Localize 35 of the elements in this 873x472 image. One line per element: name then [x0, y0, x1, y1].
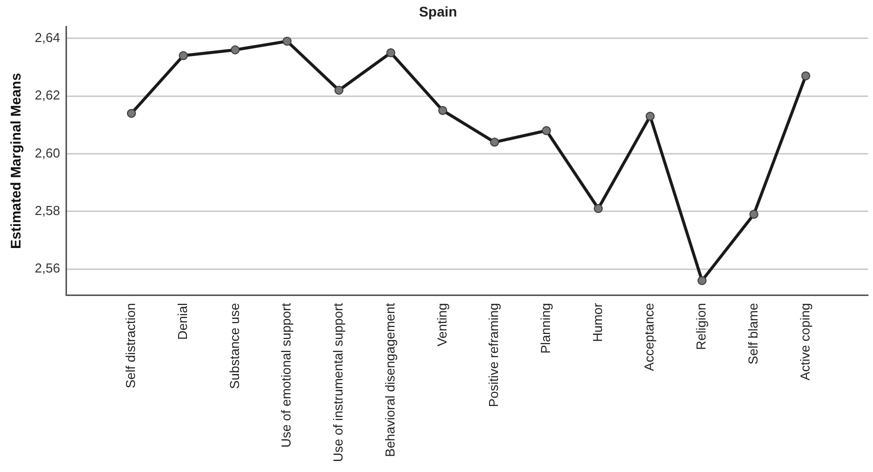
y-tick-label: 2,56	[34, 260, 60, 276]
x-tick-label: Self blame	[745, 303, 760, 364]
point	[490, 138, 500, 147]
point	[542, 126, 551, 136]
x-tick-label: Planning	[538, 303, 553, 354]
x-tick-label: Religion	[694, 303, 709, 350]
point	[282, 36, 292, 46]
x-tick-label: Venting	[434, 303, 450, 346]
x-tick-label: Behavioral disengagement	[382, 302, 398, 457]
y-tick-label: 2,60	[34, 145, 60, 160]
point	[646, 112, 655, 121]
point	[178, 51, 188, 60]
x-tick-label: Use of emotional support	[278, 302, 294, 448]
point	[438, 106, 448, 115]
x-tick-label: Humor	[590, 302, 605, 342]
point	[698, 276, 707, 286]
y-tick-label: 2,62	[34, 88, 60, 103]
y-axis-title: Estimated Marginal Means	[7, 72, 24, 249]
point	[126, 108, 136, 118]
point	[386, 48, 396, 58]
x-tick-label: Acceptance	[642, 303, 657, 371]
x-tick-label: Positive reframing	[486, 303, 502, 408]
point	[749, 210, 758, 219]
point	[334, 86, 344, 95]
x-tick-label: Active coping	[797, 303, 812, 380]
x-tick-label: Denial	[174, 302, 190, 340]
point	[230, 45, 240, 54]
x-tick-label: Substance use	[226, 303, 242, 390]
x-tick-label: Self distraction	[123, 303, 138, 388]
y-tick-label: 2,58	[34, 202, 60, 218]
y-tick-label: 2,64	[34, 30, 60, 45]
point	[801, 71, 810, 80]
chart-title: Spain	[418, 3, 458, 20]
x-tick-label: Use of instrumental support	[330, 302, 346, 462]
point	[594, 204, 603, 214]
